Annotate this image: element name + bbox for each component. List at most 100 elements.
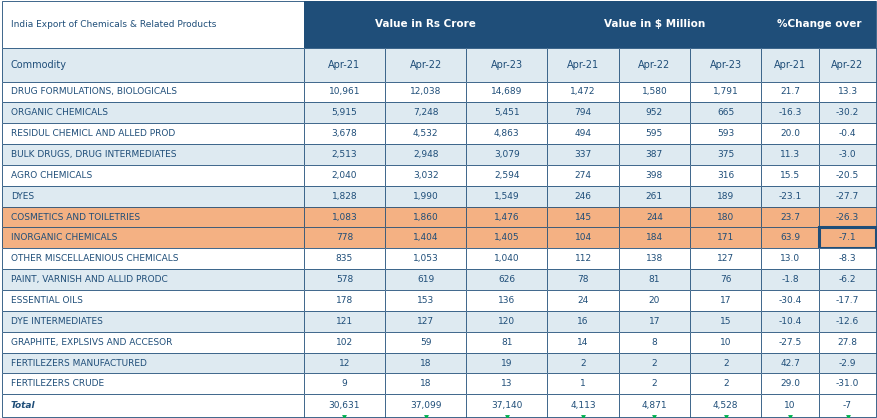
Bar — [547, 186, 618, 206]
Bar — [2, 82, 303, 102]
Bar — [547, 290, 618, 311]
Bar — [618, 290, 689, 311]
Text: 337: 337 — [574, 150, 591, 159]
Text: -1.8: -1.8 — [781, 275, 798, 284]
Text: 1,476: 1,476 — [494, 213, 519, 222]
Bar — [385, 123, 466, 144]
Bar — [385, 290, 466, 311]
Bar — [689, 394, 760, 417]
Bar — [689, 102, 760, 123]
Bar — [547, 374, 618, 394]
Bar — [760, 374, 818, 394]
Bar — [466, 82, 547, 102]
Bar — [689, 123, 760, 144]
Bar — [760, 186, 818, 206]
Bar — [689, 48, 760, 82]
Bar — [818, 332, 875, 353]
Bar — [689, 123, 760, 144]
Bar — [760, 165, 818, 186]
Text: PAINT, VARNISH AND ALLID PRODC: PAINT, VARNISH AND ALLID PRODC — [11, 275, 168, 284]
Text: 180: 180 — [717, 213, 733, 222]
Bar — [618, 227, 689, 248]
Bar — [760, 394, 818, 417]
Bar — [303, 82, 385, 102]
Text: 246: 246 — [574, 192, 591, 201]
Bar — [547, 123, 618, 144]
Bar — [547, 353, 618, 374]
Bar — [547, 1, 760, 48]
Text: AGRO CHEMICALS: AGRO CHEMICALS — [11, 171, 92, 180]
Bar — [618, 144, 689, 165]
Bar — [818, 144, 875, 165]
Bar — [689, 394, 760, 417]
Bar — [466, 48, 547, 82]
Bar — [547, 269, 618, 290]
Text: 19: 19 — [501, 359, 512, 367]
Bar — [818, 269, 875, 290]
Bar — [760, 144, 818, 165]
Text: DYES: DYES — [11, 192, 34, 201]
Bar — [547, 206, 618, 227]
Bar — [466, 332, 547, 353]
Bar — [818, 248, 875, 269]
Text: 4,528: 4,528 — [712, 401, 738, 410]
Bar — [303, 311, 385, 332]
Bar — [466, 206, 547, 227]
Bar — [385, 186, 466, 206]
Bar — [618, 290, 689, 311]
Bar — [547, 144, 618, 165]
Bar — [2, 123, 303, 144]
Bar — [385, 248, 466, 269]
Bar — [818, 374, 875, 394]
Text: 145: 145 — [574, 213, 591, 222]
Text: 81: 81 — [501, 338, 512, 347]
Bar — [689, 332, 760, 353]
Bar — [2, 206, 303, 227]
Text: 11.3: 11.3 — [779, 150, 799, 159]
Bar — [303, 1, 547, 48]
Text: 398: 398 — [645, 171, 662, 180]
Bar — [618, 269, 689, 290]
Bar — [385, 165, 466, 186]
Bar — [547, 311, 618, 332]
Bar — [618, 353, 689, 374]
Text: -27.5: -27.5 — [778, 338, 801, 347]
Bar — [618, 48, 689, 82]
Bar — [760, 332, 818, 353]
Text: 2,948: 2,948 — [412, 150, 438, 159]
Bar — [303, 123, 385, 144]
Bar — [618, 248, 689, 269]
Text: -30.2: -30.2 — [835, 108, 859, 117]
Text: 78: 78 — [577, 275, 588, 284]
Bar — [760, 248, 818, 269]
Bar — [385, 269, 466, 290]
Bar — [618, 123, 689, 144]
Bar — [547, 82, 618, 102]
Bar — [618, 48, 689, 82]
Text: Value in $ Million: Value in $ Million — [603, 20, 704, 29]
Bar — [618, 82, 689, 102]
Text: 778: 778 — [335, 233, 353, 242]
Bar — [618, 165, 689, 186]
Text: 494: 494 — [574, 129, 591, 138]
Bar — [760, 269, 818, 290]
Bar — [760, 353, 818, 374]
Bar — [303, 290, 385, 311]
Bar — [689, 206, 760, 227]
Text: ESSENTIAL OILS: ESSENTIAL OILS — [11, 296, 82, 305]
Text: 593: 593 — [717, 129, 733, 138]
Bar — [303, 353, 385, 374]
Text: 1,860: 1,860 — [412, 213, 438, 222]
Bar — [618, 332, 689, 353]
Bar — [2, 1, 303, 48]
Bar — [760, 206, 818, 227]
Bar — [385, 311, 466, 332]
Text: 2: 2 — [722, 359, 728, 367]
Text: 2: 2 — [651, 359, 657, 367]
Bar — [303, 186, 385, 206]
Bar — [303, 332, 385, 353]
Text: 171: 171 — [717, 233, 733, 242]
Text: 136: 136 — [497, 296, 515, 305]
Bar — [2, 227, 303, 248]
Text: 578: 578 — [335, 275, 353, 284]
